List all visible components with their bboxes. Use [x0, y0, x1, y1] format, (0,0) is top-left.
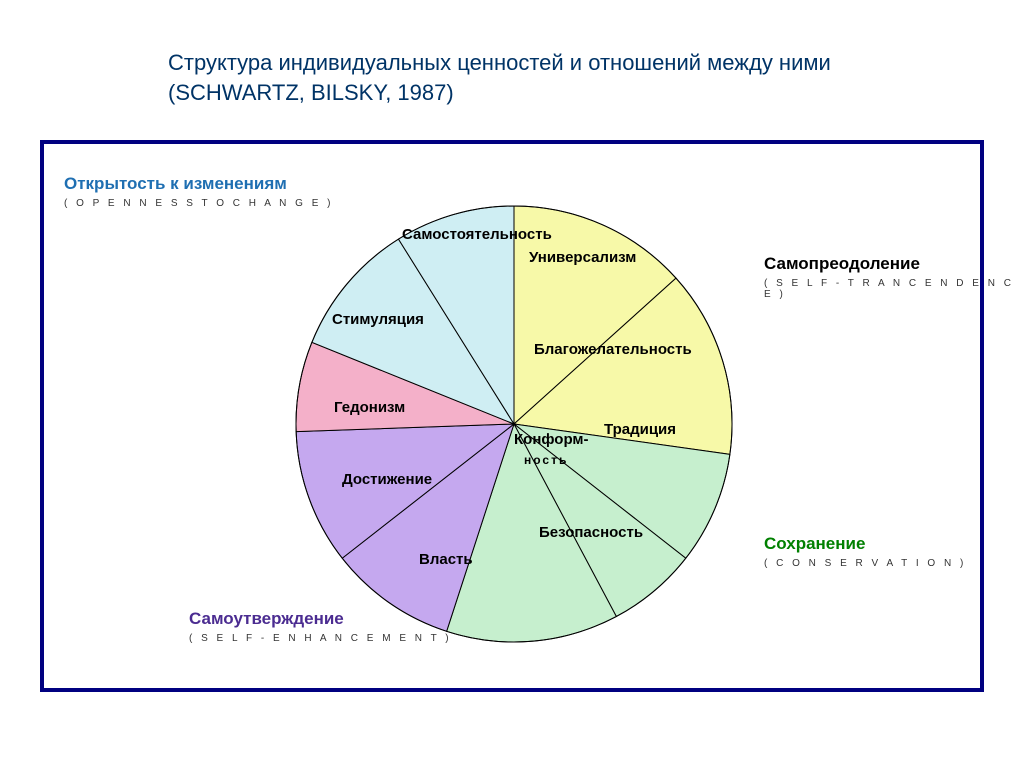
slice-label-power: Власть [419, 551, 473, 568]
slice-label-benevolence: Благожелательность [534, 341, 692, 358]
slice-label-security: Безопасность [539, 524, 643, 541]
pie-chart: Универсализм Благожелательность Конформ-но… [44, 144, 980, 688]
slice-label-achievement: Достижение [342, 471, 432, 488]
title-line-2: (SCHWARTZ, BILSKY, 1987) [168, 80, 454, 105]
slice-label-stimulation: Стимуляция [332, 311, 424, 328]
slice-label-self_direction: Самостоятельность [402, 226, 552, 243]
slice-label-universalism: Универсализм [529, 249, 636, 266]
slice-label-tradition: Традиция [604, 421, 676, 438]
page-title: Структура индивидуальных ценностей и отн… [168, 48, 918, 107]
chart-wrap: Универсализм Благожелательность Конформ-но… [44, 144, 980, 688]
slice-label-conformity: Конформ- [514, 431, 589, 448]
title-line-1: Структура индивидуальных ценностей и отн… [168, 50, 831, 75]
chart-panel: Универсализм Благожелательность Конформ-но… [40, 140, 984, 692]
slice-label-conformity-2: ность [524, 453, 568, 467]
slide: Структура индивидуальных ценностей и отн… [0, 0, 1024, 768]
slice-label-hedonism: Гедонизм [334, 399, 405, 416]
